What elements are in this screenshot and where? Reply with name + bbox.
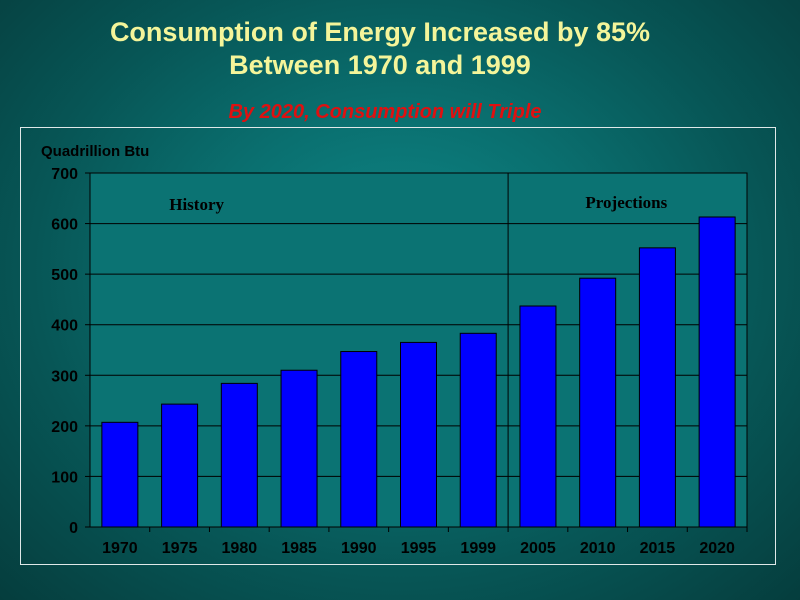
x-tick-label: 1999: [460, 540, 496, 557]
y-axis-label: Quadrillion Btu: [41, 143, 149, 160]
y-tick-label: 400: [51, 318, 78, 335]
x-tick-label: 1985: [281, 540, 317, 557]
bar-1970: [101, 421, 139, 528]
bar-2005: [519, 305, 557, 528]
bar-2010: [579, 277, 617, 528]
y-tick-label: 300: [51, 368, 78, 385]
y-tick-label: 100: [51, 469, 78, 486]
bar-1999: [459, 332, 497, 528]
y-tick-label: 600: [51, 217, 78, 234]
x-tick-label: 2020: [699, 540, 735, 557]
x-tick-label: 1995: [401, 540, 437, 557]
history-label: History: [169, 195, 224, 214]
chart-title: Consumption of Energy Increased by 85% B…: [0, 16, 760, 82]
chart-panel: [20, 127, 776, 565]
y-tick-label: 0: [69, 520, 78, 537]
x-tick-label: 1975: [162, 540, 198, 557]
bar-2020: [698, 216, 736, 528]
title-line-1: Consumption of Energy Increased by 85%: [109, 17, 651, 47]
x-tick-label: 1990: [341, 540, 377, 557]
y-tick-label: 500: [51, 267, 78, 284]
x-tick-label: 2015: [640, 540, 676, 557]
bar-1985: [280, 369, 318, 528]
bar-1975: [161, 403, 199, 528]
x-tick-label: 1970: [102, 540, 138, 557]
bar-1995: [400, 341, 437, 528]
bar-1990: [340, 351, 378, 528]
y-tick-label: 700: [51, 166, 78, 183]
x-tick-label: 2005: [520, 540, 556, 557]
x-tick-label: 1980: [222, 540, 258, 557]
chart-subtitle: By 2020, Consumption will Triple: [228, 101, 542, 123]
title-line-2: Between 1970 and 1999: [229, 50, 531, 80]
x-tick-label: 2010: [580, 540, 616, 557]
projections-label: Projections: [585, 193, 667, 212]
y-tick-label: 200: [51, 419, 78, 436]
bar-2015: [638, 247, 676, 528]
bar-1980: [220, 382, 258, 528]
